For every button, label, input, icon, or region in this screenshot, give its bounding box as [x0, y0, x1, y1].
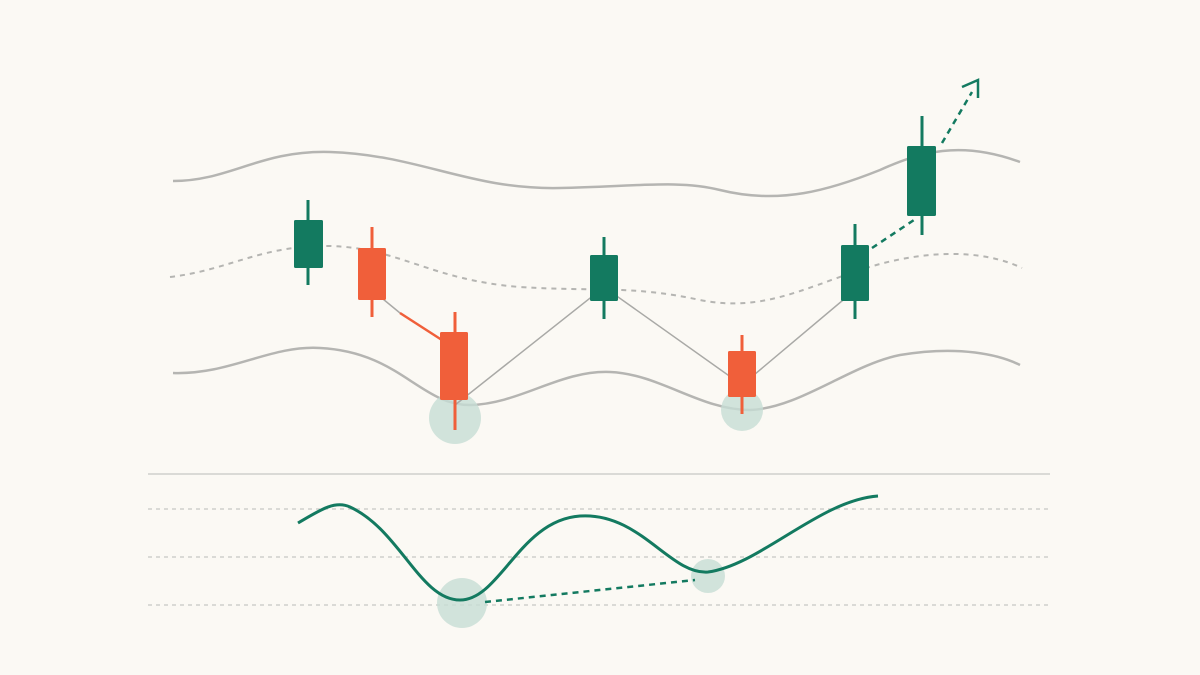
projection-arrow — [940, 91, 974, 144]
highlight-circle — [437, 578, 487, 628]
candle — [907, 116, 936, 235]
lower-band — [172, 346, 1021, 412]
upper-band — [172, 148, 1021, 198]
divergence-line — [484, 578, 696, 604]
oscillator-line — [297, 494, 879, 602]
arrow-head — [961, 78, 980, 98]
candle — [728, 335, 756, 414]
candle — [590, 237, 618, 319]
projection-line — [871, 218, 915, 250]
price-line — [454, 286, 856, 406]
candle — [294, 200, 323, 285]
candle — [358, 227, 386, 317]
highlight-circle — [691, 559, 725, 593]
candle — [440, 312, 468, 430]
price-line-red — [399, 311, 446, 344]
candle — [841, 224, 869, 319]
